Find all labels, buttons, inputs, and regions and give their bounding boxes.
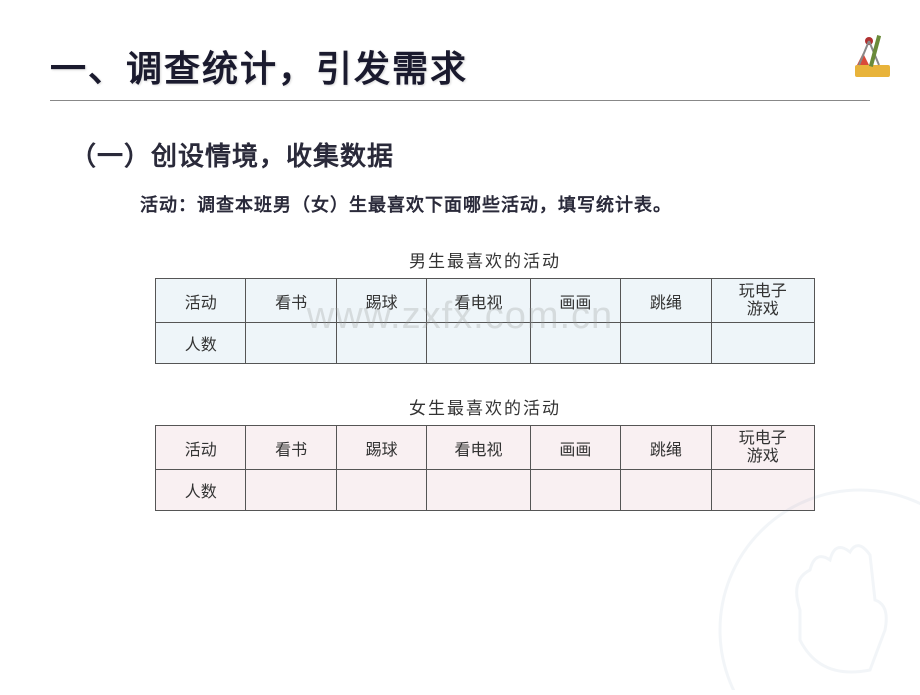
boys-table-caption: 男生最喜欢的活动 (155, 247, 815, 272)
sub-heading: （一）创设情境，收集数据 (70, 136, 870, 173)
activity-cell: 看电视 (427, 426, 530, 470)
row-label-cell: 人数 (156, 323, 246, 364)
activity-cell: 跳绳 (621, 279, 711, 323)
activity-description: 活动：调查本班男（女）生最喜欢下面哪些活动，填写统计表。 (140, 191, 870, 217)
title-divider (50, 100, 870, 101)
count-cell (336, 470, 426, 511)
activity-cell: 看书 (246, 426, 336, 470)
activity-cell: 画画 (530, 279, 620, 323)
activity-cell: 踢球 (336, 426, 426, 470)
count-cell (711, 323, 814, 364)
boys-table-section: 男生最喜欢的活动 活动 看书 踢球 看电视 画画 跳绳 玩电子 游戏 人数 (155, 247, 870, 364)
table-row: 人数 (156, 323, 815, 364)
count-cell (246, 470, 336, 511)
slide-container: 一、调查统计，引发需求 （一）创设情境，收集数据 活动：调查本班男（女）生最喜欢… (0, 0, 920, 690)
girls-table-caption: 女生最喜欢的活动 (155, 394, 815, 419)
count-cell (621, 323, 711, 364)
activity-cell: 看书 (246, 279, 336, 323)
row-label-cell: 活动 (156, 426, 246, 470)
activity-cell: 玩电子 游戏 (711, 426, 814, 470)
row-label-cell: 活动 (156, 279, 246, 323)
slide-title: 一、调查统计，引发需求 (50, 40, 870, 92)
table-row: 活动 看书 踢球 看电视 画画 跳绳 玩电子 游戏 (156, 426, 815, 470)
count-cell (530, 323, 620, 364)
count-cell (427, 323, 530, 364)
count-cell (711, 470, 814, 511)
corner-tools-icon (825, 15, 895, 85)
girls-table-section: 女生最喜欢的活动 活动 看书 踢球 看电视 画画 跳绳 玩电子 游戏 人数 (155, 394, 870, 511)
activity-cell: 踢球 (336, 279, 426, 323)
girls-table: 活动 看书 踢球 看电视 画画 跳绳 玩电子 游戏 人数 (155, 425, 815, 511)
count-cell (530, 470, 620, 511)
row-label-cell: 人数 (156, 470, 246, 511)
count-cell (427, 470, 530, 511)
table-row: 人数 (156, 470, 815, 511)
activity-cell: 画画 (530, 426, 620, 470)
count-cell (246, 323, 336, 364)
activity-cell: 看电视 (427, 279, 530, 323)
activity-cell: 玩电子 游戏 (711, 279, 814, 323)
activity-cell: 跳绳 (621, 426, 711, 470)
count-cell (336, 323, 426, 364)
boys-table: 活动 看书 踢球 看电视 画画 跳绳 玩电子 游戏 人数 (155, 278, 815, 364)
table-row: 活动 看书 踢球 看电视 画画 跳绳 玩电子 游戏 (156, 279, 815, 323)
count-cell (621, 470, 711, 511)
